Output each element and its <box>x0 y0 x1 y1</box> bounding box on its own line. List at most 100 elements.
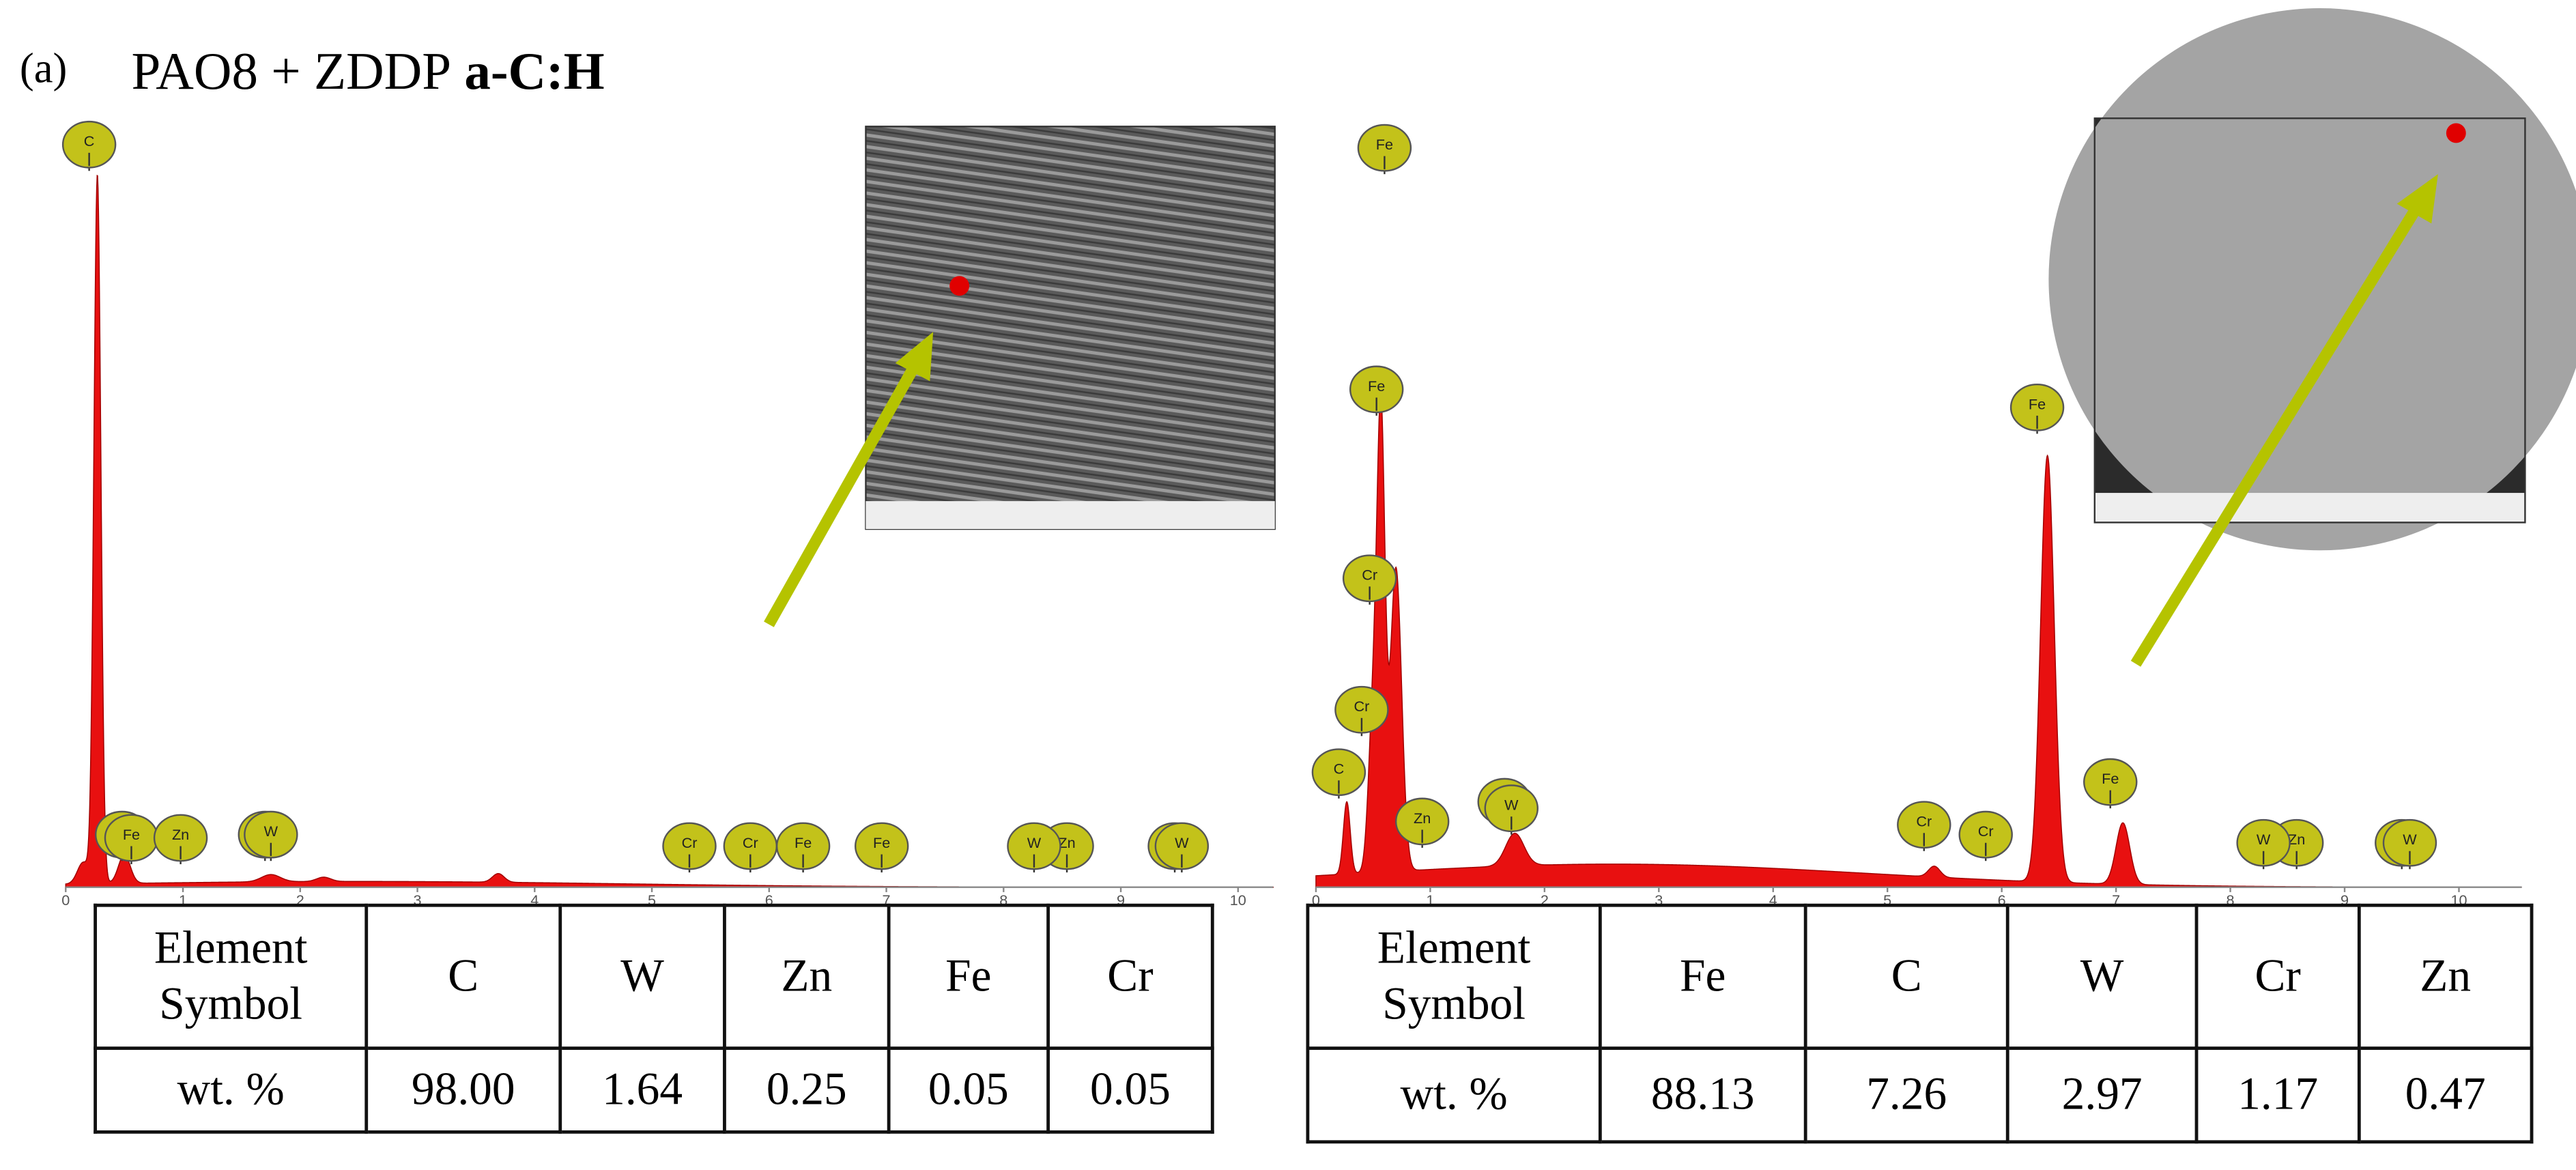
table-cell: 0.05 <box>1046 1046 1214 1134</box>
peak-label: W <box>1154 822 1210 873</box>
peak-label-text: Fe <box>2029 395 2046 412</box>
table-cell: Fe <box>1598 903 1807 1051</box>
table-cell: Fe <box>887 903 1050 1051</box>
peak-label: C <box>1311 748 1366 799</box>
peak-label-text: Fe <box>1376 136 1393 153</box>
peak-label-text: Cr <box>1978 823 1994 840</box>
table-cell: wt. % <box>94 1046 369 1134</box>
composition-table: Element Symbol Fe C W Cr Zn wt. % 88.13 7.26 2.97… <box>1306 903 2534 1144</box>
arrow <box>764 332 934 627</box>
panel-label: (a) <box>20 44 67 91</box>
peak-label-badge <box>2009 384 2065 431</box>
table-cell: C <box>364 903 562 1051</box>
table-cell: 0.05 <box>887 1046 1050 1134</box>
peak-label-badge <box>153 814 208 862</box>
peak-label-text: C <box>84 132 95 149</box>
peak-label-badge <box>1357 124 1412 172</box>
peak-label: Fe <box>2009 384 2065 434</box>
title-bold: a-C:H <box>464 42 604 100</box>
peak-label-badge <box>1394 797 1450 846</box>
x-tick-label: 7 <box>883 891 891 909</box>
x-tick-label: 4 <box>1769 891 1777 909</box>
peak-label-text: W <box>2403 831 2417 848</box>
peak-label-badge <box>1311 748 1366 797</box>
peak-label-text: Fe <box>123 826 140 843</box>
table-cell: Element Symbol <box>1306 903 1602 1051</box>
peak-label-text: Fe <box>873 834 890 851</box>
peak-label: Fe <box>775 822 831 873</box>
peak-label-text: C <box>1334 760 1345 777</box>
table-cell: Zn <box>2357 903 2534 1051</box>
title-text: PAO8 + ZDDP <box>132 42 452 100</box>
composition-table: Element Symbol C W Zn Fe Cr wt. % 98.00 1.64 0.25… <box>94 903 1214 1134</box>
peak-label: Zn <box>153 814 208 865</box>
peak-label-badge <box>1342 554 1397 603</box>
peak-label: W <box>2382 818 2437 870</box>
table-cell: 0.47 <box>2357 1046 2534 1144</box>
peak-label: W <box>1007 822 1061 873</box>
peak-label: Fe <box>2083 758 2138 809</box>
peak-label-badge <box>2236 818 2291 867</box>
peak-label-badge <box>2083 758 2138 806</box>
peak-label-badge <box>662 822 717 870</box>
x-tick-label: 5 <box>648 891 656 909</box>
peak-label-badge <box>1007 822 1061 870</box>
peak-label-text: Cr <box>1362 567 1377 584</box>
x-tick-label: 1 <box>179 891 187 909</box>
x-tick-label: 0 <box>61 891 70 909</box>
sem-inset <box>865 126 1276 530</box>
x-tick-label: 10 <box>1230 891 1246 909</box>
peak-label-badge <box>1154 822 1210 870</box>
table-cell: 2.97 <box>2005 1046 2199 1144</box>
peak-label: C <box>61 120 117 171</box>
title: PAO8 + ZDDP a-C:H <box>132 42 605 100</box>
peak-label-text: Cr <box>1354 698 1369 715</box>
peak-label: W <box>2236 818 2291 870</box>
table-row: wt. % 88.13 7.26 2.97 1.17 0.47 <box>1306 1046 2534 1144</box>
table-row: Element Symbol C W Zn Fe Cr <box>94 903 1214 1051</box>
peak-label-badge <box>1958 810 2013 859</box>
table-cell: 1.17 <box>2194 1046 2361 1144</box>
table-cell: 1.64 <box>558 1046 726 1134</box>
peak-label-text: W <box>1504 797 1519 814</box>
x-tick-label: 0 <box>1312 891 1320 909</box>
peak-label: Cr <box>662 822 717 873</box>
table-cell: 0.25 <box>723 1046 891 1134</box>
table-cell: C <box>1803 903 2009 1051</box>
peak-label-badge <box>2382 818 2437 867</box>
peak-label-text: Fe <box>2102 770 2119 787</box>
table-cell: 7.26 <box>1803 1046 2009 1144</box>
peak-label-text: W <box>1027 834 1042 851</box>
x-tick-label: 3 <box>1655 891 1663 909</box>
peak-label-badge <box>1484 784 1539 833</box>
table-cell: 98.00 <box>364 1046 562 1134</box>
x-tick-label: 9 <box>1117 891 1125 909</box>
peak-label-badge <box>1334 685 1389 734</box>
peak-label: W <box>1484 784 1539 835</box>
x-tick-label: 4 <box>530 891 539 909</box>
peak-label-badge <box>1349 365 1404 414</box>
peak-label-text: W <box>264 823 278 840</box>
peak-label-text: Cr <box>682 834 698 851</box>
peak-label: Cr <box>1334 685 1389 737</box>
table-cell: Zn <box>723 903 891 1051</box>
x-tick-label: 6 <box>1998 891 2006 909</box>
table-cell: W <box>558 903 726 1051</box>
peak-label-badge <box>854 822 909 870</box>
table-cell: Cr <box>2194 903 2361 1051</box>
peak-label-text: W <box>1175 834 1189 851</box>
peak-label-text: Zn <box>1414 810 1431 827</box>
table-cell: W <box>2005 903 2199 1051</box>
table-row: Element Symbol Fe C W Cr Zn <box>1306 903 2534 1051</box>
x-tick-label: 2 <box>296 891 304 909</box>
x-tick-label: 8 <box>2227 891 2235 909</box>
peak-label-text: Cr <box>1916 813 1932 830</box>
peak-label-text: Cr <box>743 834 758 851</box>
peak-label: Cr <box>1897 801 1951 851</box>
x-tick-label: 9 <box>2341 891 2349 909</box>
table-cell: wt. % <box>1306 1046 1602 1144</box>
peak-label-text: Fe <box>1368 377 1385 395</box>
peak-label-text: Zn <box>2288 831 2305 848</box>
peak-label-badge <box>244 810 298 859</box>
peak-label: Fe <box>1357 124 1412 175</box>
